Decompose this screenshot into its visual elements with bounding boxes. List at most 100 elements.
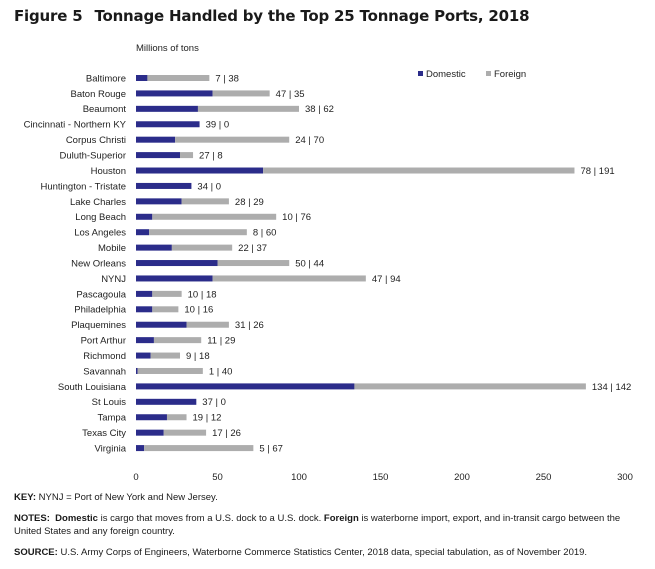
x-tick-label-50: 50 — [212, 472, 223, 482]
bar-foreign-houston — [263, 167, 575, 174]
notes-paragraph: NOTES: Domestic is cargo that moves from… — [14, 513, 639, 538]
legend-label-domestic: Domestic — [426, 69, 466, 80]
bar-domestic-cincinnati-northern-ky — [136, 121, 200, 128]
data-label-baton-rouge: 47 | 35 — [276, 89, 305, 100]
figure-title: Figure 5 Tonnage Handled by the Top 25 To… — [14, 7, 530, 25]
x-tick-label-250: 250 — [536, 472, 552, 482]
bar-domestic-texas-city — [136, 429, 164, 436]
category-label-beaumont: Beaumont — [83, 104, 127, 115]
data-label-long-beach: 10 | 76 — [282, 212, 311, 223]
bar-domestic-mobile — [136, 244, 172, 251]
bar-foreign-philadelphia — [152, 306, 179, 313]
data-label-houston: 78 | 191 — [580, 166, 614, 177]
bar-domestic-corpus-christi — [136, 136, 176, 143]
bar-domestic-plaquemines — [136, 321, 187, 328]
bar-domestic-port-arthur — [136, 337, 154, 344]
legend-label-foreign: Foreign — [494, 69, 526, 80]
x-tick-label-150: 150 — [373, 472, 389, 482]
data-label-texas-city: 17 | 26 — [212, 428, 241, 439]
data-label-corpus-christi: 24 | 70 — [295, 135, 324, 146]
bar-domestic-south-louisiana — [136, 383, 355, 390]
bar-foreign-baton-rouge — [212, 90, 270, 97]
data-label-baltimore: 7 | 38 — [215, 73, 239, 84]
category-label-texas-city: Texas City — [82, 428, 126, 439]
data-label-nynj: 47 | 94 — [372, 274, 401, 285]
category-label-los-angeles: Los Angeles — [74, 228, 126, 239]
data-label-philadelphia: 10 | 16 — [184, 305, 213, 316]
bar-domestic-beaumont — [136, 105, 198, 112]
legend-swatch-domestic — [418, 71, 423, 76]
data-label-plaquemines: 31 | 26 — [235, 320, 264, 331]
notes-foreign-term: Foreign — [323, 513, 359, 524]
bar-foreign-los-angeles — [149, 229, 247, 236]
bar-domestic-huntington-tristate — [136, 182, 192, 189]
bar-foreign-virginia — [144, 445, 254, 452]
category-label-lake-charles: Lake Charles — [70, 197, 126, 208]
bar-foreign-mobile — [171, 244, 233, 251]
bar-foreign-lake-charles — [181, 198, 229, 205]
category-label-new-orleans: New Orleans — [71, 258, 126, 269]
category-label-virginia: Virginia — [94, 443, 126, 454]
x-tick-label-200: 200 — [454, 472, 470, 482]
bar-domestic-los-angeles — [136, 229, 150, 236]
data-label-virginia: 5 | 67 — [259, 443, 283, 454]
category-label-st-louis: St Louis — [92, 397, 127, 408]
stacked-bar-chart: Millions of tons Domestic Foreign Baltimore… — [24, 43, 633, 482]
bar-domestic-tampa — [136, 414, 167, 421]
category-label-cincinnati-northern-ky: Cincinnati - Northern KY — [24, 120, 127, 131]
figure-number: Figure 5 — [14, 7, 83, 25]
bar-domestic-baltimore — [136, 75, 148, 81]
category-label-huntington-tristate: Huntington - Tristate — [40, 181, 126, 192]
data-label-south-louisiana: 134 | 142 — [592, 382, 631, 393]
data-label-los-angeles: 8 | 60 — [253, 228, 277, 239]
notes-text-1: is cargo that moves from a U.S. dock to … — [97, 513, 324, 524]
bar-domestic-baton-rouge — [136, 90, 213, 97]
bar-foreign-richmond — [150, 352, 181, 359]
bar-foreign-port-arthur — [153, 337, 202, 344]
data-label-mobile: 22 | 37 — [238, 243, 267, 254]
bar-foreign-baltimore — [147, 75, 210, 81]
unit-label: Millions of tons — [136, 43, 199, 54]
key-label: KEY: — [14, 492, 36, 503]
data-label-savannah: 1 | 40 — [209, 366, 233, 377]
notes-label: NOTES: — [14, 513, 50, 524]
bar-domestic-richmond — [136, 352, 151, 359]
data-label-lake-charles: 28 | 29 — [235, 197, 264, 208]
bar-foreign-savannah — [137, 367, 203, 374]
bar-domestic-nynj — [136, 275, 213, 282]
legend-swatch-foreign — [486, 71, 491, 76]
category-label-long-beach: Long Beach — [75, 212, 126, 223]
category-label-richmond: Richmond — [83, 351, 126, 362]
data-label-cincinnati-northern-ky: 39 | 0 — [206, 120, 230, 131]
bar-foreign-duluth-superior — [180, 152, 194, 159]
data-label-st-louis: 37 | 0 — [202, 397, 226, 408]
bar-foreign-beaumont — [197, 105, 299, 112]
bar-domestic-lake-charles — [136, 198, 182, 205]
bar-domestic-st-louis — [136, 398, 197, 405]
data-label-richmond: 9 | 18 — [186, 351, 210, 362]
source-note: SOURCE: U.S. Army Corps of Engineers, Wa… — [14, 547, 639, 560]
category-label-south-louisiana: South Louisiana — [58, 382, 127, 393]
data-label-pascagoula: 10 | 18 — [188, 289, 217, 300]
bar-domestic-duluth-superior — [136, 152, 181, 159]
data-label-huntington-tristate: 34 | 0 — [197, 181, 221, 192]
data-label-new-orleans: 50 | 44 — [295, 258, 324, 269]
category-label-duluth-superior: Duluth-Superior — [59, 151, 126, 162]
bar-foreign-tampa — [166, 414, 187, 421]
category-label-port-arthur: Port Arthur — [81, 336, 126, 347]
category-label-mobile: Mobile — [98, 243, 126, 254]
category-label-corpus-christi: Corpus Christi — [66, 135, 126, 146]
category-label-pascagoula: Pascagoula — [76, 289, 126, 300]
bar-foreign-texas-city — [163, 429, 207, 436]
bar-domestic-pascagoula — [136, 290, 153, 297]
data-label-duluth-superior: 27 | 8 — [199, 151, 223, 162]
bar-foreign-pascagoula — [152, 290, 182, 297]
bar-domestic-virginia — [136, 445, 145, 452]
bar-foreign-plaquemines — [186, 321, 229, 328]
x-tick-label-100: 100 — [291, 472, 307, 482]
bar-foreign-long-beach — [152, 213, 277, 220]
data-label-port-arthur: 11 | 29 — [207, 336, 235, 347]
notes-text-2: is waterborne import, export, and in-tra… — [14, 513, 621, 537]
figure-title-text: Tonnage Handled by the Top 25 Tonnage Po… — [94, 7, 530, 25]
category-label-philadelphia: Philadelphia — [74, 305, 126, 316]
